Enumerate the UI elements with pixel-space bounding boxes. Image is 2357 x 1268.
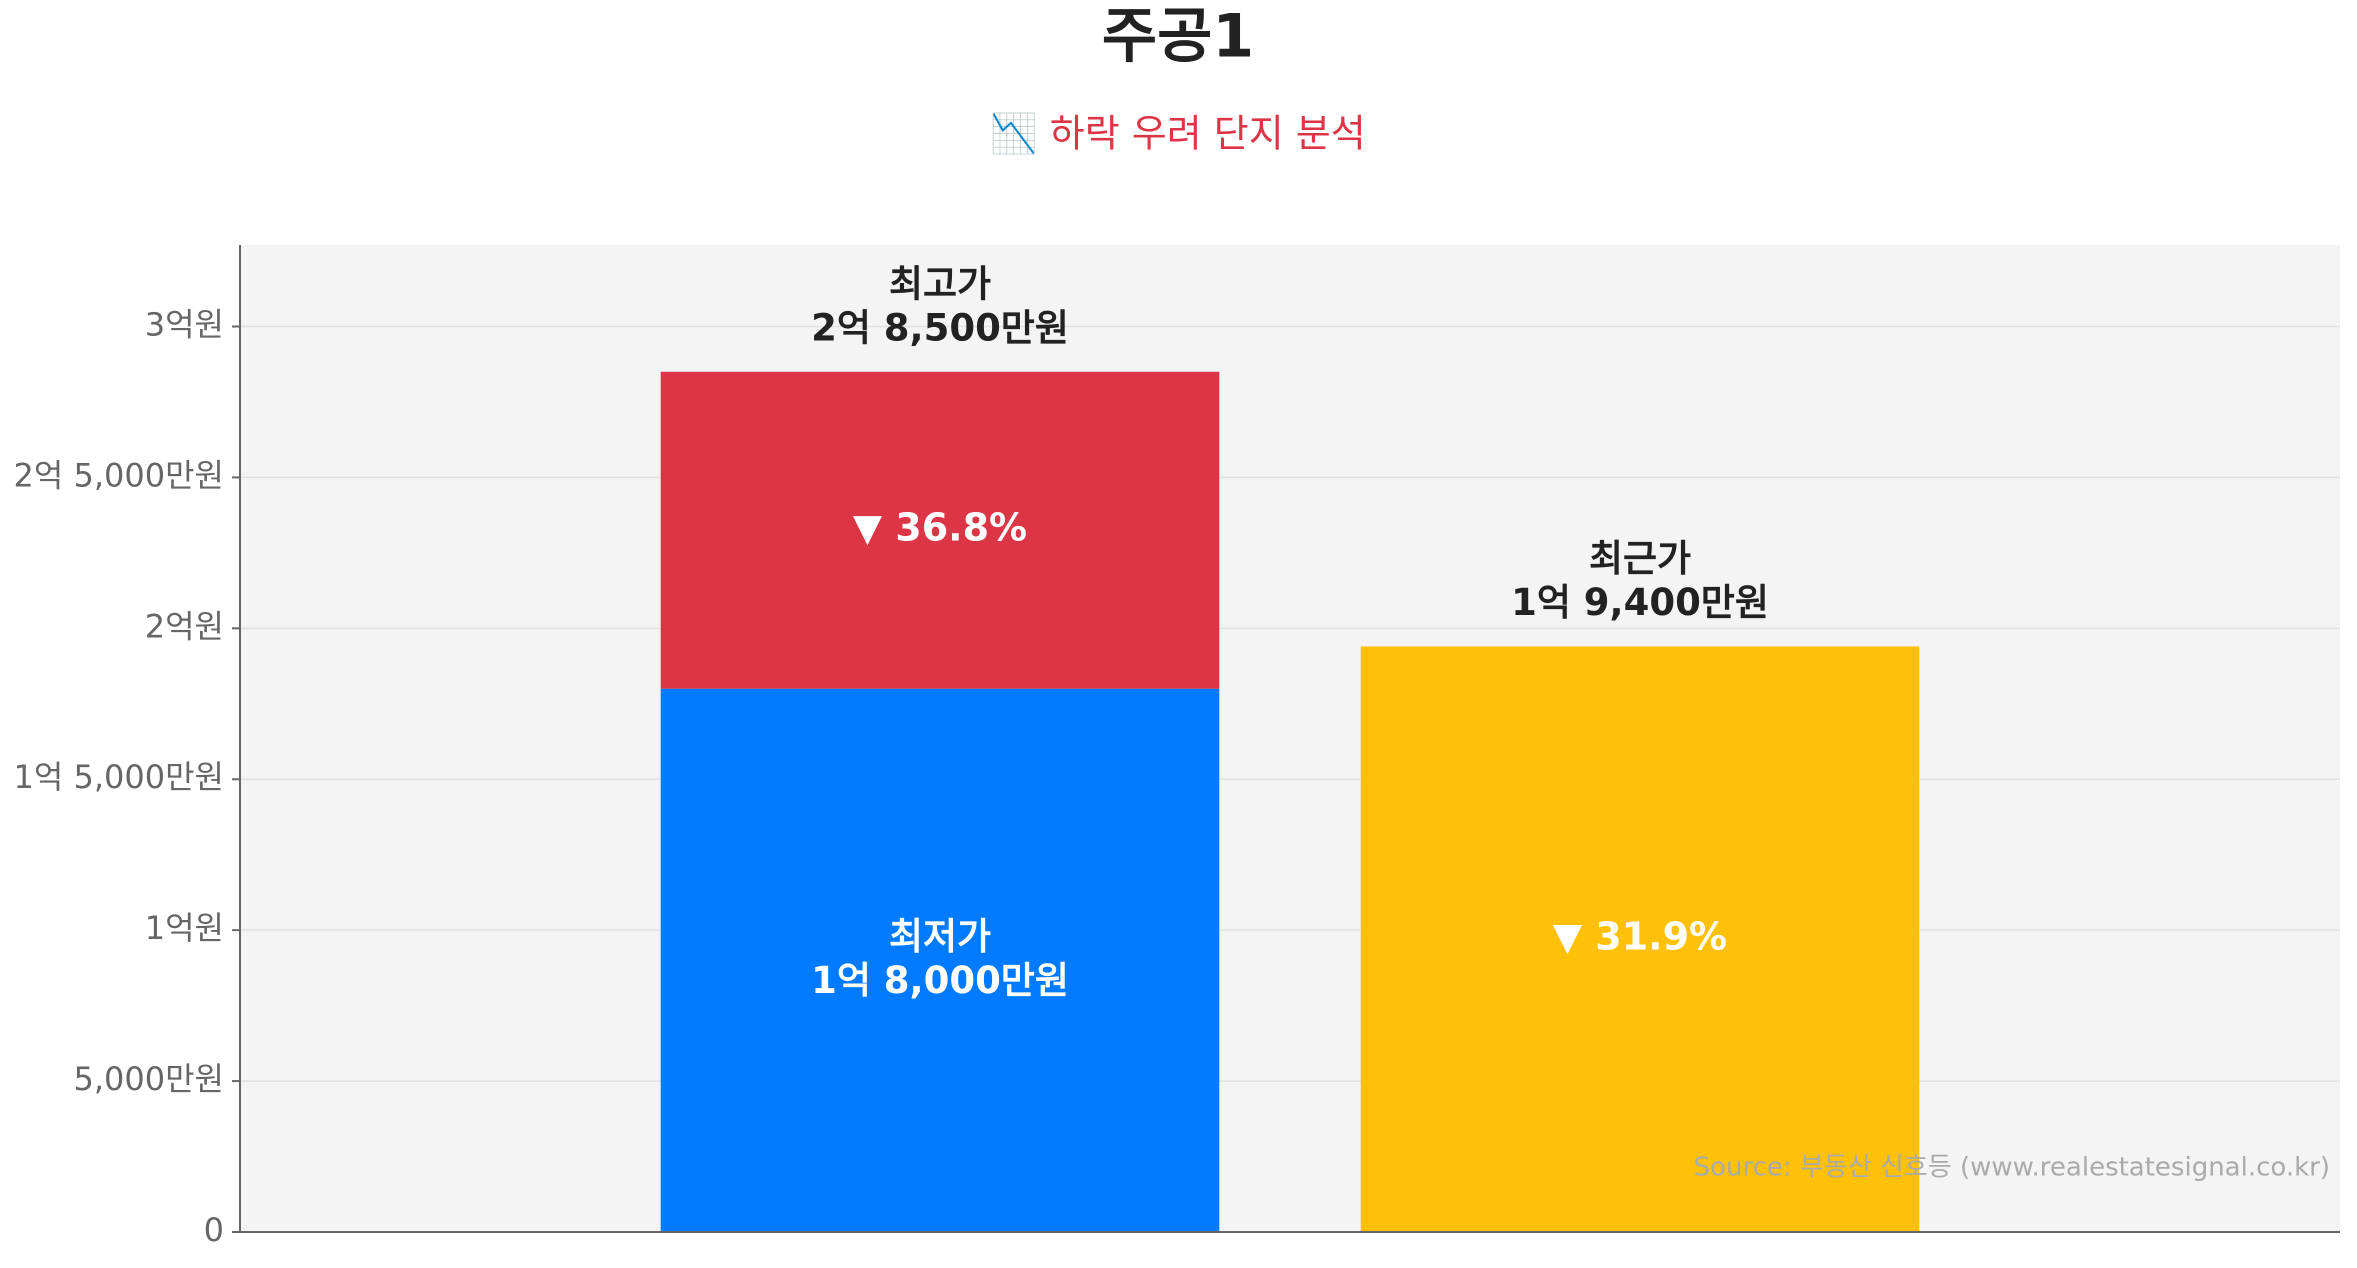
- bar-segment: [660, 371, 1220, 689]
- bar-segment: [1360, 646, 1920, 1232]
- y-tick-label: 2억원: [145, 607, 224, 645]
- chart-title: 주공1: [1102, 2, 1254, 72]
- source-note: Source: 부동산 신호등 (www.realestatesignal.co…: [1694, 1153, 2330, 1183]
- y-tick-label: 0: [204, 1211, 224, 1249]
- y-tick-label: 3억원: [145, 305, 224, 343]
- y-tick-label: 1억원: [145, 909, 224, 947]
- y-tick-label: 5,000만원: [74, 1060, 225, 1098]
- plot-background: [240, 245, 2340, 1232]
- y-tick-label: 2억 5,000만원: [14, 456, 224, 494]
- y-tick-label: 1억 5,000만원: [14, 758, 224, 796]
- change-label: ▼ 31.9%: [1553, 915, 1727, 959]
- bar-segment: [660, 688, 1220, 1232]
- bar-name: 최근가: [1589, 537, 1691, 580]
- value-label: 1억 8,000만원: [811, 959, 1069, 1002]
- top-label-name: 최고가: [889, 262, 991, 305]
- bar-name: 최저가: [889, 915, 991, 958]
- chart-subtitle: 📉 하락 우려 단지 분석: [990, 112, 1365, 156]
- top-label-value: 2억 8,500만원: [811, 306, 1069, 349]
- value-label: 1억 9,400만원: [1511, 581, 1769, 624]
- change-label: ▼ 36.8%: [853, 506, 1027, 550]
